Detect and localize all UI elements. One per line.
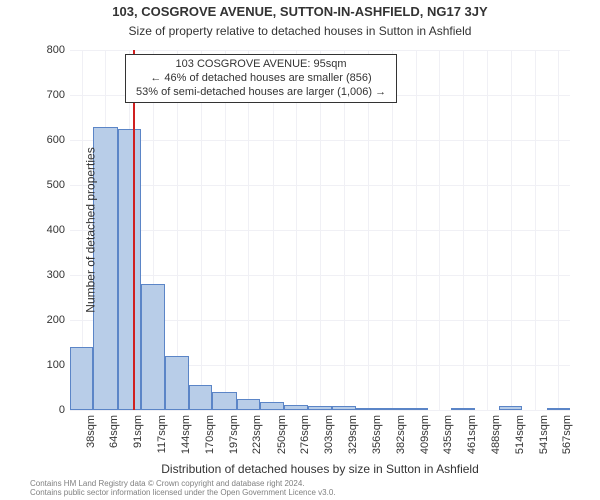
gridline-vertical xyxy=(392,50,393,410)
y-tick-label: 200 xyxy=(5,314,65,326)
histogram-bar xyxy=(212,392,236,410)
y-tick-label: 100 xyxy=(5,359,65,371)
annotation-box: 103 COSGROVE AVENUE: 95sqm← 46% of detac… xyxy=(125,54,397,103)
x-tick-label: 117sqm xyxy=(156,415,168,453)
gridline-vertical xyxy=(320,50,321,410)
annotation-line: ← 46% of detached houses are smaller (85… xyxy=(136,72,386,86)
gridline-horizontal xyxy=(70,410,570,411)
x-axis-label: Distribution of detached houses by size … xyxy=(70,462,570,476)
y-tick-label: 400 xyxy=(5,224,65,236)
histogram-bar xyxy=(403,408,427,410)
histogram-bar xyxy=(141,284,164,410)
x-tick-label: 303sqm xyxy=(323,415,335,454)
chart-title: 103, COSGROVE AVENUE, SUTTON-IN-ASHFIELD… xyxy=(0,4,600,19)
gridline-vertical xyxy=(248,50,249,410)
x-tick-label: 356sqm xyxy=(371,415,383,454)
x-tick-label: 329sqm xyxy=(347,415,359,454)
y-tick-label: 600 xyxy=(5,134,65,146)
histogram-bar xyxy=(499,406,522,411)
x-tick-label: 461sqm xyxy=(466,415,478,454)
histogram-bar xyxy=(451,408,475,410)
chart-subtitle: Size of property relative to detached ho… xyxy=(0,24,600,38)
gridline-vertical xyxy=(368,50,369,410)
histogram-bar xyxy=(260,402,284,410)
gridline-vertical xyxy=(296,50,297,410)
histogram-bar xyxy=(70,347,93,410)
chart-container: 103, COSGROVE AVENUE, SUTTON-IN-ASHFIELD… xyxy=(0,0,600,500)
histogram-bar xyxy=(308,406,332,411)
x-tick-label: 409sqm xyxy=(419,415,431,454)
x-tick-label: 170sqm xyxy=(204,415,216,454)
x-tick-label: 197sqm xyxy=(228,415,240,454)
x-tick-label: 223sqm xyxy=(251,415,263,454)
gridline-vertical xyxy=(558,50,559,410)
histogram-bar xyxy=(118,129,141,410)
x-tick-label: 64sqm xyxy=(108,415,120,448)
x-tick-label: 276sqm xyxy=(299,415,311,454)
attribution-line: Contains public sector information licen… xyxy=(30,489,336,498)
reference-line xyxy=(133,50,135,410)
x-tick-label: 488sqm xyxy=(490,415,502,454)
y-tick-label: 500 xyxy=(5,179,65,191)
x-tick-label: 514sqm xyxy=(514,415,526,454)
x-tick-label: 38sqm xyxy=(85,415,97,448)
x-tick-label: 250sqm xyxy=(276,415,288,454)
attribution-text: Contains HM Land Registry data © Crown c… xyxy=(30,480,336,498)
gridline-vertical xyxy=(439,50,440,410)
gridline-vertical xyxy=(225,50,226,410)
y-tick-label: 0 xyxy=(5,404,65,416)
x-tick-label: 382sqm xyxy=(395,415,407,454)
y-axis-label: Number of detached properties xyxy=(84,147,98,312)
x-tick-label: 91sqm xyxy=(132,415,144,448)
histogram-bar xyxy=(332,406,355,411)
histogram-bar xyxy=(356,408,380,410)
histogram-bar xyxy=(284,405,307,410)
x-tick-label: 567sqm xyxy=(561,415,573,454)
histogram-bar xyxy=(237,399,260,410)
x-tick-label: 144sqm xyxy=(180,415,192,454)
histogram-bar xyxy=(547,408,570,410)
y-tick-label: 300 xyxy=(5,269,65,281)
annotation-line: 103 COSGROVE AVENUE: 95sqm xyxy=(136,58,386,72)
x-tick-label: 435sqm xyxy=(442,415,454,454)
gridline-vertical xyxy=(463,50,464,410)
histogram-bar xyxy=(189,385,212,410)
gridline-vertical xyxy=(416,50,417,410)
gridline-vertical xyxy=(511,50,512,410)
x-tick-label: 541sqm xyxy=(538,415,550,454)
gridline-vertical xyxy=(535,50,536,410)
gridline-vertical xyxy=(487,50,488,410)
plot-area xyxy=(70,50,570,410)
annotation-line: 53% of semi-detached houses are larger (… xyxy=(136,86,386,100)
histogram-bar xyxy=(165,356,189,410)
gridline-vertical xyxy=(344,50,345,410)
y-tick-label: 800 xyxy=(5,44,65,56)
gridline-vertical xyxy=(273,50,274,410)
gridline-vertical xyxy=(201,50,202,410)
y-tick-label: 700 xyxy=(5,89,65,101)
histogram-bar xyxy=(380,408,403,410)
